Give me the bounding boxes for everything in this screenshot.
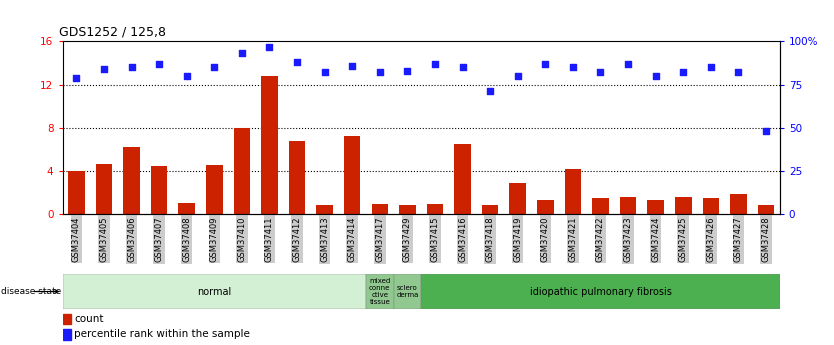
Bar bbox=[510, 183, 526, 214]
Text: GSM37410: GSM37410 bbox=[238, 217, 246, 262]
Point bbox=[621, 61, 635, 67]
Point bbox=[704, 65, 717, 70]
Text: GSM37404: GSM37404 bbox=[72, 217, 81, 262]
Bar bbox=[371, 204, 388, 214]
Point bbox=[345, 63, 359, 68]
Bar bbox=[421, 274, 780, 309]
Point bbox=[153, 61, 166, 67]
Text: GSM37416: GSM37416 bbox=[458, 217, 467, 262]
Point bbox=[456, 65, 470, 70]
Point bbox=[759, 128, 772, 134]
Bar bbox=[758, 205, 774, 214]
Point bbox=[484, 89, 497, 94]
Text: mixed
conne
ctive
tissue: mixed conne ctive tissue bbox=[369, 278, 390, 305]
Bar bbox=[565, 169, 581, 214]
Point bbox=[125, 65, 138, 70]
Text: normal: normal bbox=[197, 287, 231, 296]
Text: GSM37429: GSM37429 bbox=[403, 217, 412, 262]
Text: GSM37421: GSM37421 bbox=[569, 217, 577, 262]
Bar bbox=[96, 164, 113, 214]
Text: disease state: disease state bbox=[1, 287, 62, 296]
Point bbox=[429, 61, 442, 67]
Text: GSM37405: GSM37405 bbox=[99, 217, 108, 262]
Bar bbox=[482, 205, 499, 214]
Bar bbox=[592, 198, 609, 214]
Text: GSM37425: GSM37425 bbox=[679, 217, 688, 262]
Text: idiopathic pulmonary fibrosis: idiopathic pulmonary fibrosis bbox=[530, 287, 671, 296]
Bar bbox=[63, 274, 366, 309]
Bar bbox=[399, 205, 415, 214]
Bar bbox=[366, 274, 394, 309]
Bar bbox=[427, 204, 443, 214]
Text: GSM37423: GSM37423 bbox=[624, 217, 632, 262]
Text: GSM37424: GSM37424 bbox=[651, 217, 661, 262]
Text: GSM37408: GSM37408 bbox=[182, 217, 191, 262]
Bar bbox=[63, 329, 71, 340]
Text: count: count bbox=[74, 314, 103, 324]
Bar bbox=[455, 144, 471, 214]
Point bbox=[400, 68, 414, 73]
Bar bbox=[261, 76, 278, 214]
Point bbox=[70, 75, 83, 80]
Text: GSM37407: GSM37407 bbox=[154, 217, 163, 262]
Text: GSM37413: GSM37413 bbox=[320, 217, 329, 262]
Bar bbox=[178, 203, 195, 214]
Text: GSM37406: GSM37406 bbox=[127, 217, 136, 262]
Bar bbox=[206, 165, 223, 214]
Bar bbox=[63, 314, 71, 324]
Text: percentile rank within the sample: percentile rank within the sample bbox=[74, 329, 250, 339]
Text: GSM37427: GSM37427 bbox=[734, 217, 743, 262]
Point bbox=[649, 73, 662, 79]
Text: GSM37419: GSM37419 bbox=[513, 217, 522, 262]
Text: GSM37412: GSM37412 bbox=[293, 217, 302, 262]
Text: GSM37414: GSM37414 bbox=[348, 217, 357, 262]
Text: GSM37422: GSM37422 bbox=[596, 217, 605, 262]
Bar bbox=[620, 197, 636, 214]
Point bbox=[373, 70, 386, 75]
Text: GSM37417: GSM37417 bbox=[375, 217, 384, 262]
Point bbox=[290, 59, 304, 65]
Point bbox=[676, 70, 690, 75]
Point bbox=[566, 65, 580, 70]
Bar bbox=[123, 147, 140, 214]
Point bbox=[539, 61, 552, 67]
Point bbox=[731, 70, 745, 75]
Bar bbox=[537, 200, 554, 214]
Bar bbox=[394, 274, 421, 309]
Point bbox=[511, 73, 525, 79]
Bar bbox=[702, 198, 719, 214]
Bar bbox=[151, 166, 168, 214]
Text: GSM37415: GSM37415 bbox=[430, 217, 440, 262]
Text: GSM37426: GSM37426 bbox=[706, 217, 716, 262]
Point bbox=[235, 51, 249, 56]
Bar bbox=[289, 141, 305, 214]
Bar bbox=[730, 195, 746, 214]
Text: GSM37409: GSM37409 bbox=[210, 217, 219, 262]
Bar bbox=[647, 200, 664, 214]
Bar bbox=[68, 171, 84, 214]
Point bbox=[594, 70, 607, 75]
Point bbox=[208, 65, 221, 70]
Text: sclero
derma: sclero derma bbox=[396, 285, 419, 298]
Text: GSM37418: GSM37418 bbox=[485, 217, 495, 262]
Bar bbox=[675, 197, 691, 214]
Point bbox=[98, 66, 111, 72]
Text: GSM37411: GSM37411 bbox=[265, 217, 274, 262]
Text: GSM37420: GSM37420 bbox=[540, 217, 550, 262]
Point bbox=[318, 70, 331, 75]
Point bbox=[263, 44, 276, 49]
Text: GSM37428: GSM37428 bbox=[761, 217, 771, 262]
Point bbox=[180, 73, 193, 79]
Text: GDS1252 / 125,8: GDS1252 / 125,8 bbox=[59, 26, 166, 39]
Bar bbox=[316, 205, 333, 214]
Bar bbox=[234, 128, 250, 214]
Bar bbox=[344, 136, 360, 214]
